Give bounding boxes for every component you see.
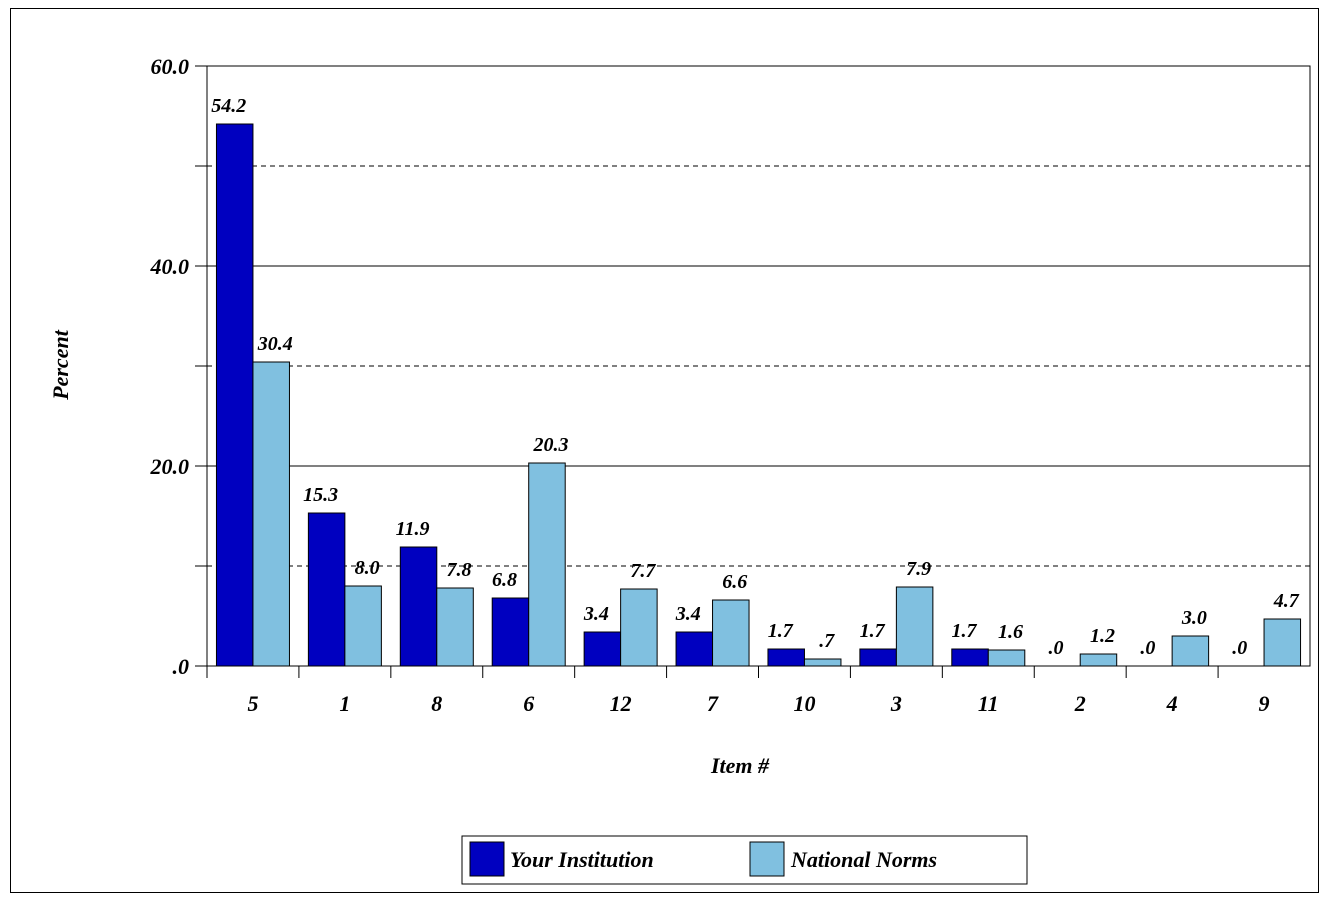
legend-label-your-institution: Your Institution	[510, 847, 654, 872]
data-label: 3.0	[1181, 607, 1207, 629]
bar	[307, 512, 346, 667]
bar	[1171, 635, 1210, 667]
legend-swatch-your-institution	[469, 841, 505, 877]
data-label: 4.7	[1273, 590, 1300, 612]
data-label: 7.9	[906, 558, 931, 580]
bar	[436, 587, 474, 667]
y-tick-label: 20.0	[150, 454, 190, 479]
bar	[859, 648, 897, 667]
data-label: 1.7	[952, 620, 978, 642]
data-label: 8.0	[355, 557, 380, 579]
data-labels: 54.2 30.4 15.3 8.0 11.9 7.8 6.8 20.3 3.4 7.7 3.4 6.…	[211, 95, 1300, 659]
bar	[528, 462, 566, 667]
bar	[712, 599, 750, 667]
y-tick-label: 40.0	[150, 254, 190, 279]
data-label: .0	[1140, 637, 1155, 659]
legend-swatch-national-norms	[749, 841, 785, 877]
y-tick-label: 60.0	[151, 54, 190, 79]
data-label: 6.8	[492, 569, 517, 591]
x-tick-label: 6	[523, 691, 534, 716]
y-tick-label: .0	[173, 654, 190, 679]
data-label: 7.7	[630, 560, 656, 582]
bar	[895, 586, 934, 667]
legend: Your Institution National Norms	[461, 835, 1028, 885]
bar	[1263, 618, 1302, 667]
data-label: 3.4	[675, 603, 701, 625]
data-label: 20.3	[532, 434, 568, 456]
x-tick-label: 7	[707, 691, 719, 716]
data-label: .0	[1232, 637, 1247, 659]
data-label: 1.2	[1090, 625, 1115, 647]
bar	[620, 588, 658, 667]
x-axis-title: Item #	[710, 753, 770, 778]
bar	[1079, 653, 1118, 667]
bar	[583, 631, 622, 667]
data-label: 11.9	[396, 518, 430, 540]
bar	[252, 361, 290, 667]
y-axis-title: Percent	[48, 329, 73, 401]
data-label: 1.6	[998, 621, 1023, 643]
data-label: 6.6	[722, 571, 747, 593]
x-tick-label: 2	[1074, 691, 1086, 716]
bar	[767, 648, 805, 667]
data-label: .0	[1048, 637, 1063, 659]
legend-box	[461, 835, 1028, 885]
data-label: .7	[819, 630, 835, 652]
x-tick-label: 1	[339, 691, 350, 716]
data-label: 15.3	[303, 484, 338, 506]
x-tick-label: 4	[1166, 691, 1178, 716]
x-tick-label: 8	[431, 691, 442, 716]
data-label: 30.4	[257, 333, 293, 355]
x-tick-label: 9	[1259, 691, 1270, 716]
bar	[344, 585, 382, 667]
x-tick-label: 12	[610, 691, 632, 716]
bar	[215, 123, 254, 667]
data-label: 3.4	[583, 603, 609, 625]
bar	[987, 649, 1026, 667]
data-label: 54.2	[211, 95, 246, 117]
x-tick-label: 5	[247, 691, 258, 716]
x-tick-label: 10	[793, 691, 815, 716]
tick-labels: .0 20.0 40.0 60.0 5 1 8 6 12 7 10 3 11 2 4 9	[150, 54, 1270, 716]
bars	[215, 123, 1302, 667]
data-label: 1.7	[860, 620, 886, 642]
x-tick-label: 3	[890, 691, 902, 716]
legend-label-national-norms: National Norms	[790, 847, 937, 872]
x-tick-label: 11	[978, 691, 999, 716]
bar	[399, 546, 438, 667]
data-label: 1.7	[768, 620, 794, 642]
bar	[675, 631, 714, 667]
gridlines	[207, 165, 1310, 567]
bar	[803, 658, 842, 667]
bar	[951, 648, 989, 667]
axes	[195, 65, 1311, 678]
bar	[491, 597, 530, 667]
data-label: 7.8	[447, 559, 472, 581]
